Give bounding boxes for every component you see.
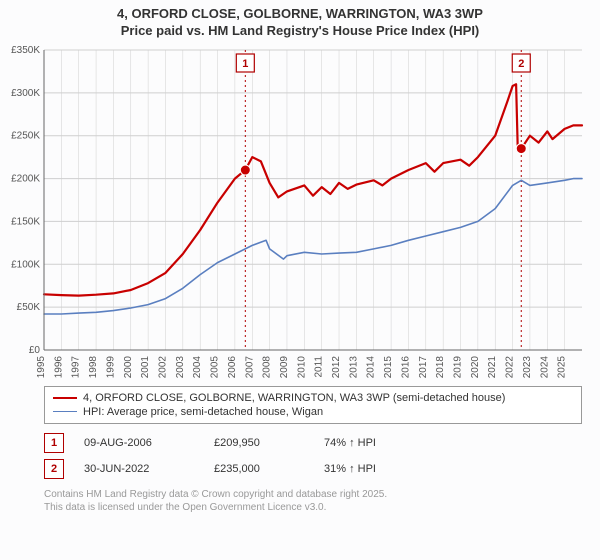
svg-text:2022: 2022 <box>505 355 516 378</box>
svg-text:2020: 2020 <box>470 355 481 378</box>
sale-date: 09-AUG-2006 <box>84 437 194 449</box>
svg-text:2019: 2019 <box>453 355 464 378</box>
svg-text:£350K: £350K <box>11 45 40 56</box>
svg-text:2: 2 <box>518 58 524 70</box>
svg-text:£200K: £200K <box>11 173 40 184</box>
sale-marker-badge: 2 <box>44 459 64 479</box>
svg-text:1: 1 <box>242 58 248 70</box>
footer-line-2: This data is licensed under the Open Gov… <box>44 501 582 514</box>
svg-text:£50K: £50K <box>17 302 41 313</box>
sales-list: 1 09-AUG-2006 £209,950 74% ↑ HPI 2 30-JU… <box>44 430 582 482</box>
sale-date: 30-JUN-2022 <box>84 463 194 475</box>
svg-text:2024: 2024 <box>539 355 550 378</box>
svg-text:2023: 2023 <box>522 355 533 378</box>
legend-row: 4, ORFORD CLOSE, GOLBORNE, WARRINGTON, W… <box>53 391 573 405</box>
svg-text:1996: 1996 <box>53 355 64 378</box>
svg-text:2004: 2004 <box>192 355 203 378</box>
title-line-1: 4, ORFORD CLOSE, GOLBORNE, WARRINGTON, W… <box>0 6 600 23</box>
svg-text:1995: 1995 <box>36 355 47 378</box>
price-chart: £0 £50K £100K £150K £200K £250K £300K £350K 1995… <box>0 40 600 380</box>
svg-text:2005: 2005 <box>210 355 221 378</box>
legend-swatch-hpi <box>53 411 77 412</box>
legend: 4, ORFORD CLOSE, GOLBORNE, WARRINGTON, W… <box>44 386 582 424</box>
svg-text:2021: 2021 <box>487 355 498 378</box>
svg-text:2009: 2009 <box>279 355 290 378</box>
sale-marker-badge: 1 <box>44 433 64 453</box>
legend-row: HPI: Average price, semi-detached house,… <box>53 405 573 419</box>
sale-hpi: 74% ↑ HPI <box>324 437 414 449</box>
sale-price: £209,950 <box>214 437 304 449</box>
svg-text:2010: 2010 <box>296 355 307 378</box>
svg-text:2018: 2018 <box>435 355 446 378</box>
svg-text:£100K: £100K <box>11 259 40 270</box>
svg-text:2016: 2016 <box>400 355 411 378</box>
svg-text:2007: 2007 <box>244 355 255 378</box>
svg-text:£150K: £150K <box>11 216 40 227</box>
chart-title: 4, ORFORD CLOSE, GOLBORNE, WARRINGTON, W… <box>0 0 600 40</box>
svg-text:2003: 2003 <box>175 355 186 378</box>
footer-line-1: Contains HM Land Registry data © Crown c… <box>44 488 582 501</box>
sale-hpi: 31% ↑ HPI <box>324 463 414 475</box>
svg-text:2012: 2012 <box>331 355 342 378</box>
svg-text:2006: 2006 <box>227 355 238 378</box>
svg-text:2017: 2017 <box>418 355 429 378</box>
svg-text:2008: 2008 <box>262 355 273 378</box>
legend-swatch-price <box>53 397 77 399</box>
svg-text:1997: 1997 <box>71 355 82 378</box>
title-line-2: Price paid vs. HM Land Registry's House … <box>0 23 600 40</box>
svg-text:1999: 1999 <box>105 355 116 378</box>
legend-label: 4, ORFORD CLOSE, GOLBORNE, WARRINGTON, W… <box>83 392 505 404</box>
svg-text:2001: 2001 <box>140 355 151 378</box>
svg-text:2013: 2013 <box>348 355 359 378</box>
svg-text:2000: 2000 <box>123 355 134 378</box>
sale-price: £235,000 <box>214 463 304 475</box>
sale-row: 1 09-AUG-2006 £209,950 74% ↑ HPI <box>44 430 582 456</box>
footer: Contains HM Land Registry data © Crown c… <box>44 488 582 514</box>
svg-text:2015: 2015 <box>383 355 394 378</box>
legend-label: HPI: Average price, semi-detached house,… <box>83 406 323 418</box>
svg-text:2002: 2002 <box>157 355 168 378</box>
svg-text:2014: 2014 <box>366 355 377 378</box>
svg-text:£250K: £250K <box>11 130 40 141</box>
svg-text:2025: 2025 <box>557 355 568 378</box>
svg-text:£300K: £300K <box>11 88 40 99</box>
svg-text:2011: 2011 <box>314 355 325 377</box>
svg-text:1998: 1998 <box>88 355 99 378</box>
sale-row: 2 30-JUN-2022 £235,000 31% ↑ HPI <box>44 456 582 482</box>
svg-text:£0: £0 <box>29 345 41 356</box>
